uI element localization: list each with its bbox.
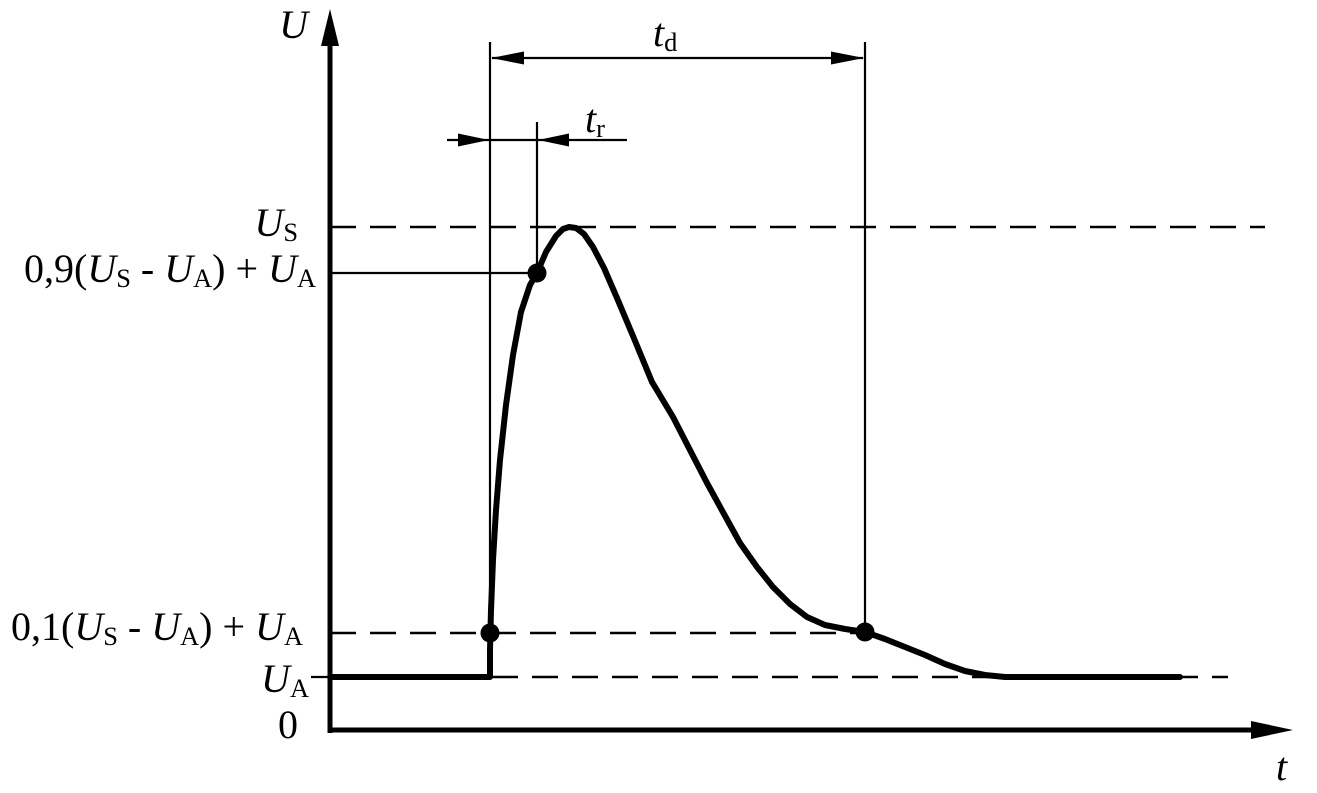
rise-end-90-percent-marker xyxy=(527,263,547,283)
tr-dimension xyxy=(447,133,627,147)
tr-right-pointing-arrowhead-icon xyxy=(458,133,489,147)
ua-level-label: UA xyxy=(261,656,309,703)
td-right-arrowhead-icon xyxy=(831,51,864,65)
decay-10-percent-marker xyxy=(855,622,875,642)
tr-rise-time-label: tr xyxy=(585,96,605,143)
td-duration-label: td xyxy=(653,10,678,57)
level-90-percent-label: 0,9(US - UA) + UA xyxy=(23,246,316,293)
voltage-pulse-curve xyxy=(327,224,1183,680)
x-axis-arrowhead-icon xyxy=(1251,721,1293,739)
y-axis-label: U xyxy=(279,2,308,47)
td-dimension xyxy=(491,51,864,65)
rise-start-10-percent-marker xyxy=(480,623,500,643)
tr-left-pointing-arrowhead-icon xyxy=(538,133,569,147)
y-axis-arrowhead-icon xyxy=(321,9,339,46)
x-axis-label: t xyxy=(1276,744,1288,789)
td-left-arrowhead-icon xyxy=(491,51,524,65)
origin-label: 0 xyxy=(278,702,298,747)
us-level-label: US xyxy=(254,200,298,247)
level-10-percent-label: 0,1(US - UA) + UA xyxy=(10,604,303,651)
